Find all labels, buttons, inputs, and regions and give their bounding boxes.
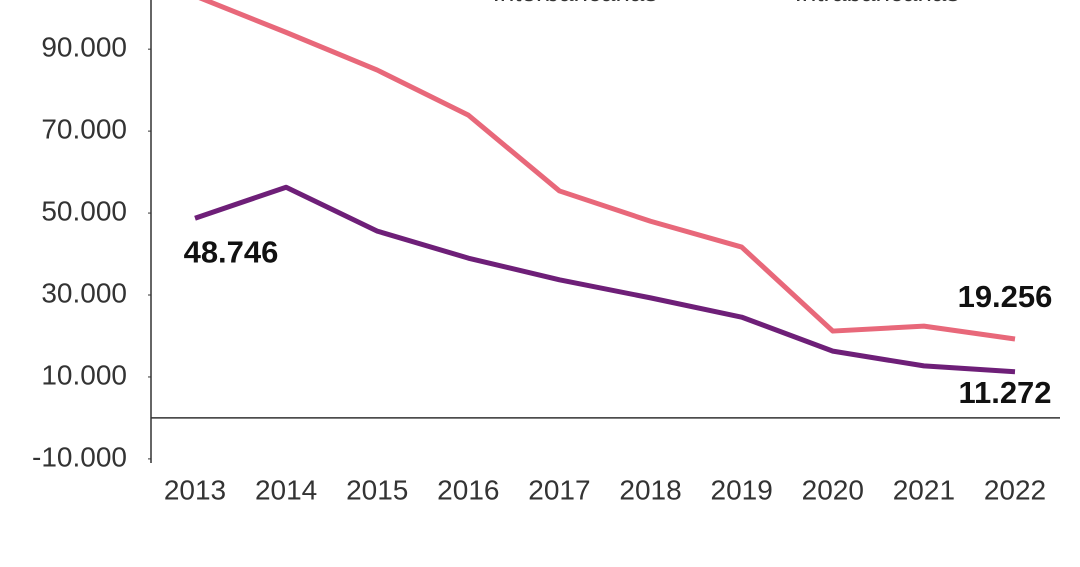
x-tick-label: 2019	[711, 474, 773, 505]
y-tick-label: 70.000	[41, 114, 127, 145]
x-tick-label: 2016	[437, 474, 499, 505]
y-tick-label: 10.000	[41, 359, 127, 390]
y-tick-label: 90.000	[41, 32, 127, 63]
y-tick-label: 50.000	[41, 195, 127, 226]
y-tick-label: 30.000	[41, 277, 127, 308]
x-tick-label: 2020	[802, 474, 864, 505]
x-tick-label: 2022	[984, 474, 1046, 505]
value-label: 48.746	[184, 234, 279, 269]
x-tick-label: 2018	[619, 474, 681, 505]
value-label: 19.256	[958, 279, 1053, 314]
y-tick-label: -10.000	[32, 441, 127, 472]
x-tick-label: 2017	[528, 474, 590, 505]
x-tick-label: 2013	[164, 474, 226, 505]
legend-label: Interbancarias	[493, 0, 658, 7]
series-line	[198, 0, 1016, 342]
value-label: 11.272	[958, 375, 1051, 410]
x-tick-label: 2015	[346, 474, 408, 505]
series-line	[194, 184, 1016, 375]
x-tick-label: 2021	[893, 474, 955, 505]
x-tick-label: 2014	[255, 474, 317, 505]
legend-label: Intrabancarias	[795, 0, 960, 7]
